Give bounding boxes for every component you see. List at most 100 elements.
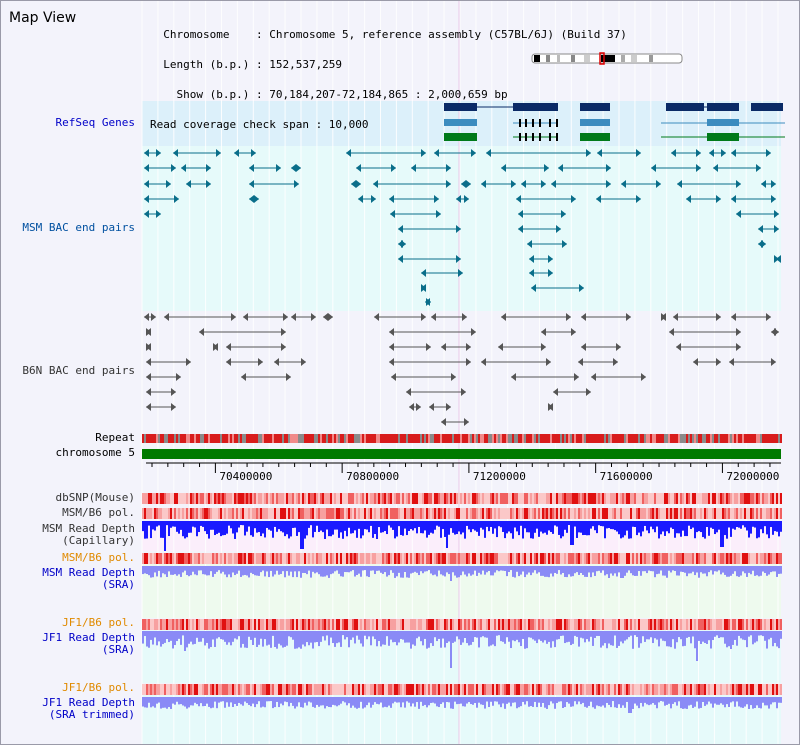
bac-end-marker [249,164,254,172]
track-label-refseq-genes[interactable]: RefSeq Genes [55,116,135,129]
msm-b6-pol-strip [462,508,464,519]
bac-end-marker [571,328,576,336]
jf1-sra-depth-bar [636,631,638,637]
msm-b6-pol-strip [184,508,186,519]
jf1-b6-pol-strip-2 [464,684,466,695]
msm-capillary-depth-bar [170,521,172,528]
msm-b6-pol-strip-2 [224,553,226,564]
msm-b6-pol-strip [418,508,420,519]
jf1-b6-pol-strip-2 [312,684,314,695]
msm-capillary-depth-bar [368,521,370,533]
track-label-jf1-b6-pol-2[interactable]: JF1/B6 pol. [62,681,135,694]
jf1-b6-pol-strip [502,619,504,630]
dbsnp-strip [214,493,216,504]
jf1-b6-pol-strip [310,619,312,630]
jf1-b6-pol-strip [596,619,598,630]
bac-end-marker [296,164,301,172]
track-label-msm-read-depth-sra[interactable]: MSM Read Depth (SRA) [42,566,135,591]
dbsnp-strip [446,493,448,504]
jf1-b6-pol-strip [624,619,626,630]
jf1-sra-depth-bar [596,631,598,636]
jf1-trimmed-depth-bar [578,697,580,702]
msm-b6-pol-strip [642,508,644,519]
jf1-b6-pol-strip [424,619,426,630]
msm-b6-pol-strip [752,508,754,519]
jf1-sra-depth-bar [228,631,230,643]
jf1-b6-pol-strip [176,619,178,630]
jf1-b6-pol-strip-2 [638,684,640,695]
repeat-segment [556,434,558,443]
jf1-b6-pol-strip-2 [584,684,586,695]
repeat-segment [334,434,336,443]
msm-b6-pol-strip [180,508,182,519]
repeat-segment [534,434,536,443]
track-label-dbsnp[interactable]: dbSNP(Mouse) [55,491,135,504]
msm-b6-pol-strip-2 [690,553,692,564]
msm-sra-depth-bar [500,566,502,571]
msm-sra-depth-bar [340,566,342,577]
msm-b6-pol-strip [156,508,158,519]
track-label-jf1-read-depth-sra[interactable]: JF1 Read Depth (SRA) [42,631,135,656]
jf1-sra-depth-bar [600,631,602,648]
track-label-msm-bac[interactable]: MSM BAC end pairs [22,221,135,234]
jf1-sra-depth-bar [346,631,348,638]
jf1-sra-depth-bar [530,631,532,638]
track-label-b6n-bac[interactable]: B6N BAC end pairs [22,364,135,377]
jf1-b6-pol-strip-2 [700,684,702,695]
jf1-b6-pol-strip [432,619,434,630]
msm-b6-pol-strip [450,508,452,519]
msm-capillary-depth-bar [334,521,336,530]
repeat-segment [376,434,378,443]
bac-end-marker [226,358,231,366]
bac-end-marker [529,269,534,277]
msm-b6-pol-strip-2 [272,553,274,564]
dbsnp-strip [666,493,668,504]
msm-capillary-depth-bar [174,521,176,527]
msm-capillary-depth-bar [376,521,378,539]
track-label-msm-read-depth-capillary[interactable]: MSM Read Depth (Capillary) [42,522,135,547]
dbsnp-strip [622,493,624,504]
jf1-b6-pol-strip [654,619,656,630]
msm-capillary-depth-bar [384,521,386,532]
msm-b6-pol-strip [636,508,638,519]
track-label-msm-b6-pol-1[interactable]: MSM/B6 pol. [62,506,135,519]
jf1-b6-pol-strip [630,619,632,630]
dbsnp-strip [570,493,572,504]
jf1-trimmed-depth-bar [466,697,468,704]
dbsnp-strip [292,493,294,504]
jf1-b6-pol-strip-2 [728,684,730,695]
axis-tick-label: 70400000 [219,470,272,483]
msm-capillary-depth-bar [510,521,512,534]
dbsnp-strip [194,493,196,504]
bac-end-marker [249,195,254,203]
msm-b6-pol-strip [570,508,572,519]
jf1-b6-pol-strip [426,619,428,630]
jf1-sra-depth-bar [610,631,612,646]
msm-b6-pol-strip [726,508,728,519]
track-label-msm-b6-pol-2[interactable]: MSM/B6 pol. [62,551,135,564]
jf1-sra-depth-bar [300,631,302,649]
jf1-trimmed-depth-bar [724,697,726,708]
msm-b6-pol-strip-2 [520,553,522,564]
bac-end-marker [451,373,456,381]
jf1-trimmed-depth-bar [490,697,492,702]
msm-sra-depth-bar [380,566,382,573]
msm-b6-pol-strip [200,508,202,519]
msm-b6-pol-strip-2 [736,553,738,564]
msm-b6-pol-strip [600,508,602,519]
jf1-b6-pol-strip-2 [718,684,720,695]
jf1-trimmed-depth-bar [236,697,238,706]
jf1-b6-pol-strip-2 [246,684,248,695]
jf1-b6-pol-strip [666,619,668,630]
track-label-jf1-b6-pol-1[interactable]: JF1/B6 pol. [62,616,135,629]
ideogram-band [621,55,625,62]
bac-end-marker [636,149,641,157]
jf1-trimmed-depth-bar [308,697,310,702]
jf1-sra-depth-bar [676,631,678,643]
jf1-b6-pol-strip [768,619,770,630]
msm-capillary-depth-bar [414,521,416,529]
msm-b6-pol-strip [464,508,466,519]
msm-b6-pol-strip [178,508,180,519]
track-label-jf1-read-depth-trimmed[interactable]: JF1 Read Depth (SRA trimmed) [42,696,135,721]
